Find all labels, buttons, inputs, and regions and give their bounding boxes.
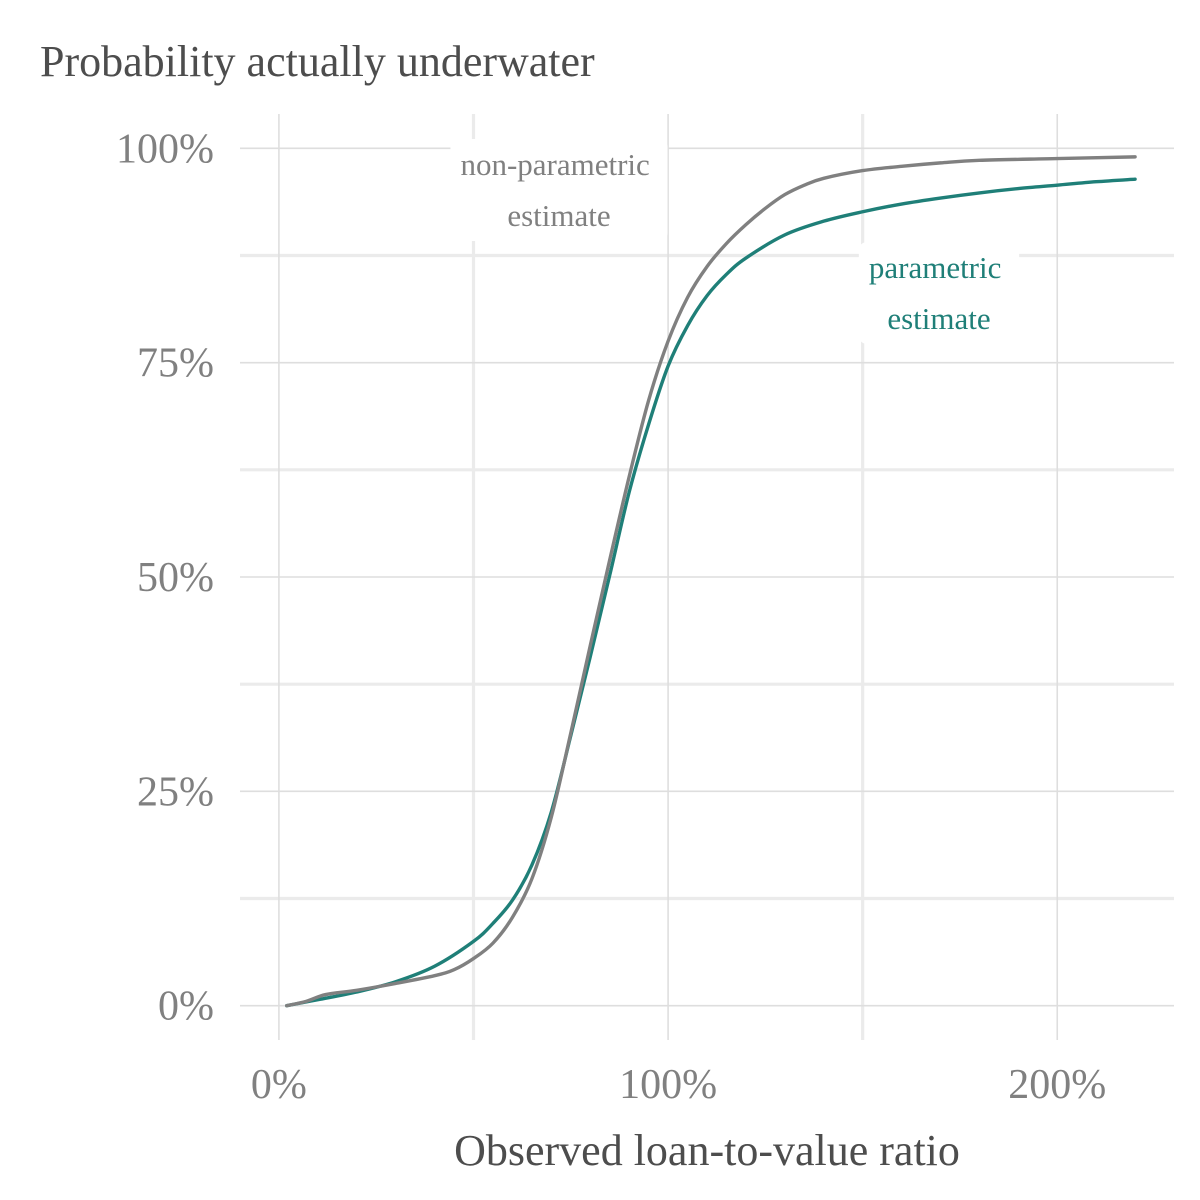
annotation-line: estimate <box>507 198 610 233</box>
y-tick-label: 0% <box>158 984 214 1030</box>
y-tick-label: 100% <box>116 126 214 172</box>
nonparametric-estimate-label: non-parametric estimate <box>460 147 657 233</box>
y-axis-tick-labels: 0% 25% 50% 75% 100% <box>116 126 214 1029</box>
chart-title: Probability actually underwater <box>40 37 595 86</box>
series-layer <box>285 155 1137 1008</box>
y-tick-label: 25% <box>137 769 214 815</box>
x-axis-tick-labels: 0% 100% 200% <box>251 1062 1106 1108</box>
x-tick-label: 200% <box>1008 1062 1106 1108</box>
annotation-line: parametric <box>869 250 1002 285</box>
x-axis-title: Observed loan-to-value ratio <box>454 1126 960 1175</box>
parametric-estimate-line <box>285 177 1137 1008</box>
nonparametric-label-background <box>450 139 668 241</box>
parametric-label-background <box>858 242 1020 344</box>
y-tick-label: 50% <box>137 555 214 601</box>
major-gridlines <box>240 114 1174 1040</box>
y-tick-label: 75% <box>137 341 214 387</box>
annotation-layer: non-parametric estimate parametric estim… <box>450 139 1020 344</box>
nonparametric-estimate-line <box>285 155 1137 1008</box>
x-tick-label: 100% <box>619 1062 717 1108</box>
x-tick-label: 0% <box>251 1062 307 1108</box>
annotation-line: estimate <box>887 301 990 336</box>
annotation-line: non-parametric <box>460 147 649 182</box>
parametric-estimate-label: parametric estimate <box>869 250 1009 336</box>
